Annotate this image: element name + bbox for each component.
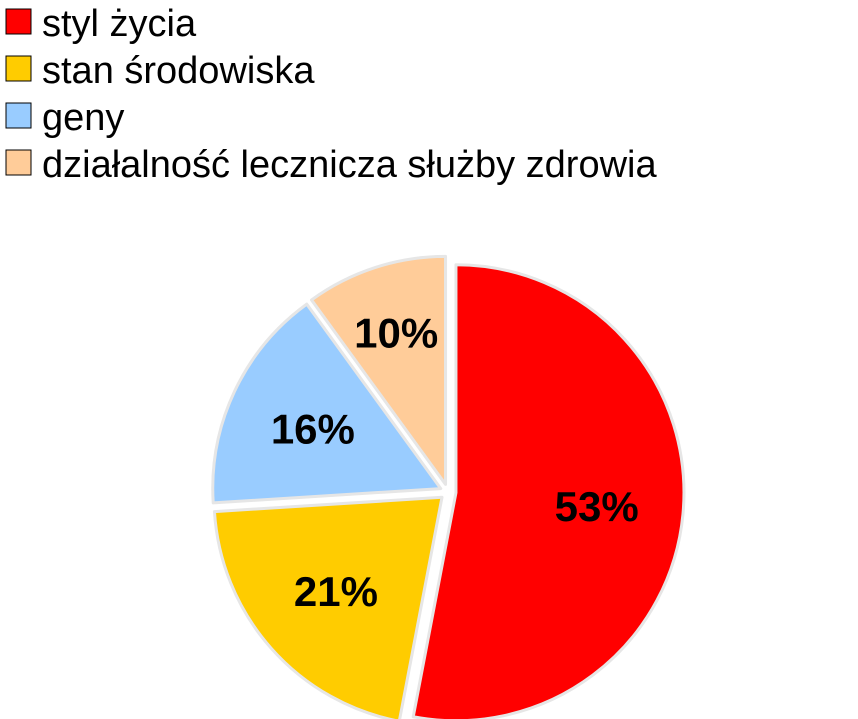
- legend: styl życia stan środowiska geny działalność…: [5, 3, 657, 186]
- data-label-3: 16%: [271, 405, 355, 452]
- data-label-4: 10%: [354, 310, 438, 357]
- pie-slice-2: [212, 495, 444, 719]
- data-labels: 53% 21% 16% 10%: [271, 310, 639, 615]
- pie-slice-1: [411, 263, 686, 719]
- legend-swatch-4: [5, 149, 32, 176]
- legend-label-3: geny: [42, 97, 124, 139]
- legend-label-1: styl życia: [42, 3, 197, 45]
- pie-slices: [211, 254, 686, 719]
- legend-swatch-2: [5, 55, 32, 82]
- legend-swatch-3: [5, 102, 32, 129]
- data-label-1: 53%: [555, 483, 639, 530]
- pie-slice-4: [310, 254, 448, 486]
- data-label-2: 21%: [294, 568, 378, 615]
- legend-label-2: stan środowiska: [42, 50, 315, 92]
- legend-label-4: działalność lecznicza służby zdrowia: [42, 144, 657, 186]
- legend-swatch-1: [5, 8, 32, 35]
- pie-slice-3: [211, 302, 443, 505]
